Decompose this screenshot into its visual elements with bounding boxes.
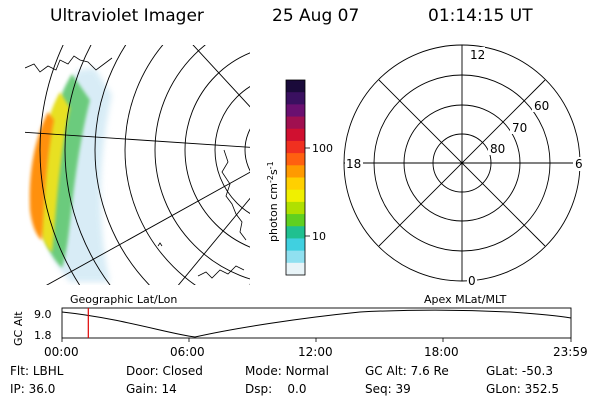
colorbar-stripe [286, 140, 305, 154]
orbit-right-caption: Apex MLat/MLT [424, 293, 507, 306]
status-gain: Gain: 14 [126, 382, 177, 396]
geographic-map [25, 45, 250, 285]
orbit-xtick-2359: 23:59 [553, 345, 588, 359]
colorbar-stripe [286, 238, 305, 252]
colorbar-unit: photon cm-2s-1 [266, 161, 280, 242]
colorbar-stripe [286, 201, 305, 215]
lat-label-60: 60 [534, 99, 549, 113]
date-label: 25 Aug 07 [272, 6, 360, 26]
mlt-label-6: 6 [575, 157, 583, 171]
colorbar: 100 10 photon cm-2s-1 [266, 79, 333, 276]
status-flt: Flt: LBHL [10, 364, 64, 378]
orbit-ylabel: GC Alt [12, 311, 25, 346]
longitude-grid [25, 45, 250, 285]
coastline [25, 55, 113, 73]
colorbar-stripe [286, 153, 305, 166]
orbit-xtick-0000: 00:00 [44, 345, 79, 359]
status-ip: IP: 36.0 [10, 382, 56, 396]
mlt-label-0: 0 [468, 274, 476, 288]
colorbar-stripe [286, 250, 305, 264]
coastline-east [221, 149, 247, 241]
colorbar-stripe [286, 214, 305, 227]
colorbar-stripe [286, 104, 305, 118]
status-mode: Mode: Normal [245, 364, 329, 378]
status-glon: GLon: 352.5 [486, 382, 559, 396]
orbit-ytick-low: 1.8 [34, 329, 52, 342]
status-glat: GLat: -50.3 [486, 364, 553, 378]
colorbar-stripe [286, 92, 305, 105]
colorbar-stripe [286, 262, 305, 276]
colorbar-stripe [286, 80, 305, 93]
coastline-south [197, 265, 245, 279]
colorbar-stripe [286, 128, 305, 142]
orbit-xtick-1800: 18:00 [424, 345, 459, 359]
latitude-grid [39, 45, 250, 285]
status-door: Door: Closed [126, 364, 203, 378]
colorbar-stripe [286, 226, 305, 239]
lat-label-70: 70 [512, 121, 527, 135]
polar-plot [343, 44, 581, 282]
orbit-panel: Geographic Lat/Lon Apex MLat/MLT 9.0 1.8… [12, 293, 588, 359]
altitude-curve [61, 309, 572, 338]
colorbar-stripe [286, 189, 305, 203]
colorbar-stripe [286, 165, 305, 178]
time-label: 01:14:15 UT [428, 6, 533, 26]
colorbar-stripe [286, 116, 305, 130]
instrument-title: Ultraviolet Imager [50, 6, 204, 26]
colorbar-stripe [286, 177, 305, 191]
orbit-ytick-high: 9.0 [34, 308, 52, 321]
mlt-label-12: 12 [470, 48, 485, 62]
mlt-label-18: 18 [346, 157, 361, 171]
aurora-core [29, 112, 54, 240]
colorbar-tick-100: 100 [312, 142, 333, 155]
orbit-xtick-0600: 06:00 [170, 345, 205, 359]
orbit-left-caption: Geographic Lat/Lon [70, 293, 177, 306]
status-seq: Seq: 39 [365, 382, 411, 396]
colorbar-tick-10: 10 [312, 230, 326, 243]
lat-label-80: 80 [490, 142, 505, 156]
orbit-xtick-1200: 12:00 [298, 345, 333, 359]
status-gcalt: GC Alt: 7.6 Re [365, 364, 449, 378]
status-dsp: Dsp: 0.0 [245, 382, 307, 396]
